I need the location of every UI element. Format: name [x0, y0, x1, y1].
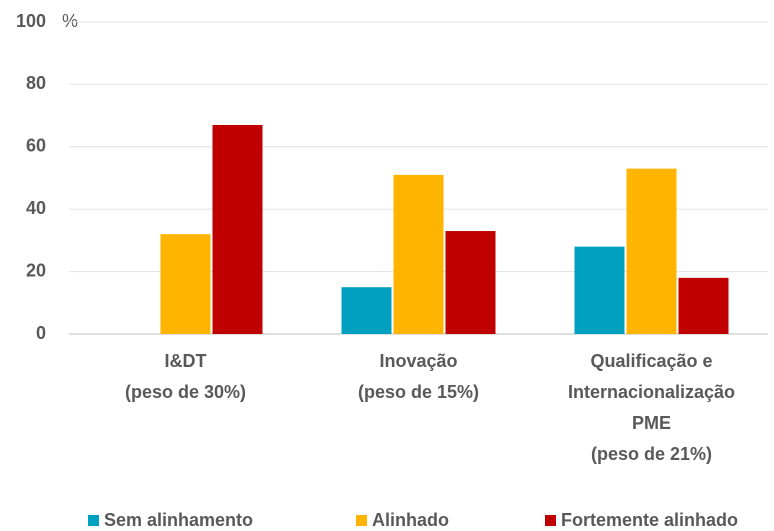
- y-tick-label: 20: [26, 260, 46, 280]
- bar: [445, 231, 496, 334]
- legend-label: Sem alinhamento: [104, 510, 253, 530]
- y-tick-label: 100: [16, 11, 46, 31]
- legend-swatch: [356, 515, 367, 526]
- x-tick-label: Inovação (peso de 15%): [358, 351, 479, 402]
- y-tick-label: 40: [26, 198, 46, 218]
- bar: [393, 174, 444, 334]
- y-tick-label: 60: [26, 136, 46, 156]
- x-tick-label: I&DT (peso de 30%): [125, 351, 246, 402]
- bar: [626, 168, 677, 334]
- bar: [212, 124, 263, 335]
- y-tick-label: 80: [26, 73, 46, 93]
- y-tick-label: 0: [36, 323, 46, 343]
- y-axis-label: %: [62, 11, 78, 31]
- x-tick-label: Qualificação e Internacionalização PME (pes…: [568, 351, 735, 464]
- legend-swatch: [545, 515, 556, 526]
- legend-label: Alinhado: [372, 510, 449, 530]
- bar: [341, 287, 392, 334]
- legend-swatch: [88, 515, 99, 526]
- bar: [160, 234, 211, 334]
- legend-label: Fortemente alinhado: [561, 510, 738, 530]
- bar: [574, 246, 625, 334]
- bar: [678, 277, 729, 334]
